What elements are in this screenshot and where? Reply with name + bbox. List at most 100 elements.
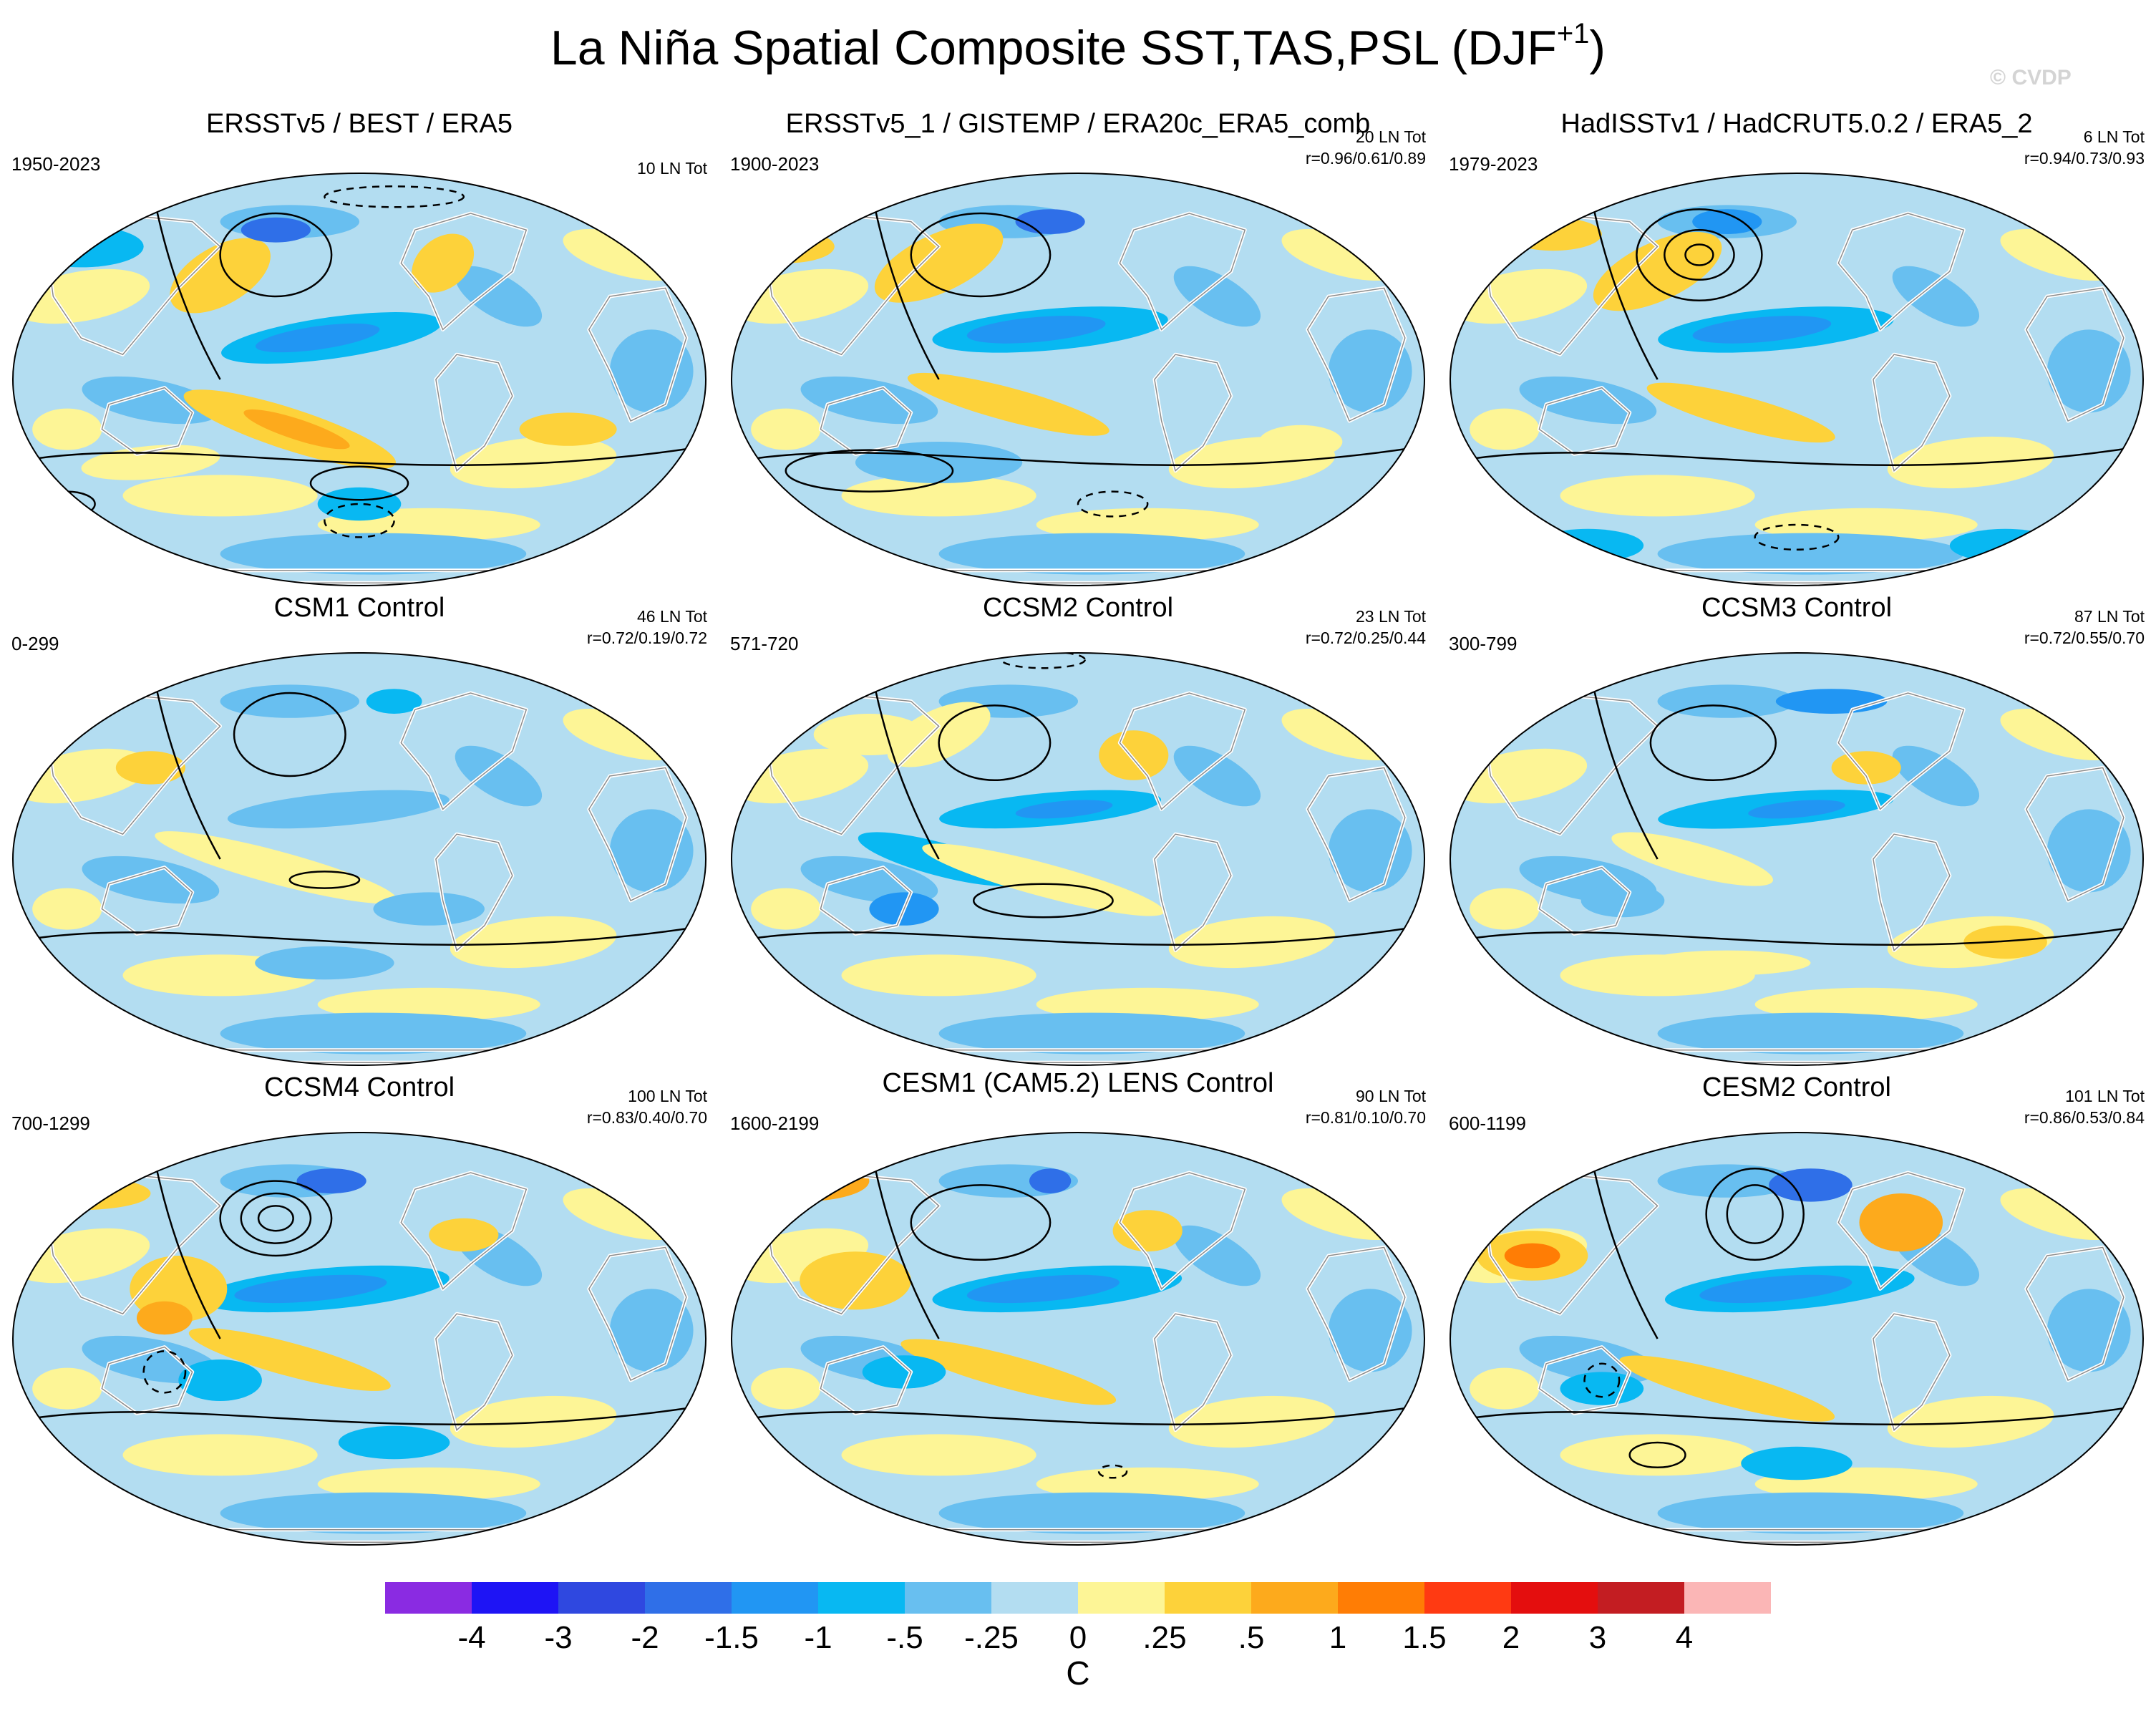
anomaly-region <box>1692 316 1832 344</box>
map-panel-hadisstv1-hadcrut5: HadISSTv1 / HadCRUT5.0.2 / ERA5_2 1979-2… <box>1437 107 2156 594</box>
anomaly-region <box>1657 1164 1797 1198</box>
panel-period: 0-299 <box>11 633 59 654</box>
anomaly-region <box>800 856 938 904</box>
map-border <box>731 1132 1425 1546</box>
coastline-inner <box>1154 354 1232 472</box>
robinson-map <box>11 651 707 1070</box>
panel-period: 1600-2199 <box>730 1113 820 1134</box>
anomaly-region <box>136 1301 193 1335</box>
anomaly-region <box>1741 1446 1852 1480</box>
colorbar-swatch <box>558 1582 646 1614</box>
anomaly-region <box>1699 1274 1852 1304</box>
cvdp-watermark: © CVDP <box>1990 66 2072 89</box>
psl-contour-negative <box>1583 1362 1621 1398</box>
anomaly-region <box>241 217 311 243</box>
coastline-inner <box>45 213 221 356</box>
psl-contour-negative <box>1097 1464 1128 1479</box>
anomaly-region <box>1519 376 1657 425</box>
anomaly-region <box>1646 382 1835 443</box>
anomaly-region <box>122 1434 318 1476</box>
colorbar-swatch <box>645 1582 732 1614</box>
psl-contour-positive <box>1705 1167 1805 1261</box>
map-border <box>1450 652 2144 1066</box>
coastline-inner <box>820 866 912 935</box>
colorbar-tick-label: 1.5 <box>1402 1620 1446 1654</box>
psl-contour-negative <box>324 503 395 538</box>
psl-contour-zonal <box>732 1404 1424 1425</box>
anomaly-region <box>115 751 185 785</box>
panel-event-count: 46 LN Tot <box>636 607 707 626</box>
psl-contour-zonal <box>13 1404 706 1425</box>
colorbar: -4 -3 -2 -1.5 -1 -.5 -.25 0 .25 .5 1 1.5 2 3 4 <box>385 1582 1771 1654</box>
coastline-inner <box>1482 692 1659 835</box>
map-panel-ccsm4-control: CCSM4 Control 700-1299 100 LN Tot r=0.83… <box>0 1067 719 1554</box>
psl-contour-positive <box>910 212 1052 298</box>
psl-contour-positive <box>309 465 409 501</box>
anomaly-region <box>841 1434 1036 1476</box>
psl-contour-zonal <box>1450 924 2143 946</box>
colorbar-swatch <box>1251 1582 1339 1614</box>
colorbar-swatch <box>1598 1582 1685 1614</box>
robinson-map <box>1449 651 2145 1070</box>
map-panel-csm1-control: CSM1 Control 0-299 46 LN Tot r=0.72/0.19… <box>0 587 719 1074</box>
anomaly-region <box>1258 425 1343 459</box>
colorbar-swatch <box>385 1582 472 1614</box>
anomaly-region <box>966 316 1106 344</box>
coastline-inner <box>1154 1313 1232 1431</box>
anomaly-region <box>455 266 543 327</box>
psl-contour-positive <box>1628 1441 1686 1469</box>
coastline-inner <box>1837 692 1965 810</box>
anomaly-region <box>1036 1467 1259 1501</box>
anomaly-region <box>455 745 543 807</box>
anomaly-region <box>450 1395 617 1448</box>
coastline-inner <box>1873 1313 1951 1431</box>
coastline-inner <box>45 692 221 835</box>
colorbar-swatch <box>1165 1582 1252 1614</box>
coastline-inner <box>400 692 528 810</box>
panel-title: CESM1 (CAM5.2) LENS Control <box>882 1068 1274 1098</box>
coastline-inner <box>1119 692 1246 810</box>
coastline-inner <box>764 1172 940 1315</box>
anomaly-region <box>220 1492 527 1534</box>
anomaly-region <box>1657 533 1964 575</box>
panel-title: CSM1 Control <box>273 593 445 623</box>
anomaly-region <box>1173 745 1261 807</box>
anomaly-region <box>296 1168 366 1193</box>
map-plot <box>731 173 1425 586</box>
colorbar-swatch <box>1078 1582 1165 1614</box>
anomaly-region <box>255 946 394 980</box>
anomaly-region <box>227 790 450 829</box>
anomaly-region <box>1168 1395 1336 1448</box>
colorbar-swatch <box>1684 1582 1771 1614</box>
anomaly-region <box>800 376 938 425</box>
psl-contour-positive <box>219 1180 333 1257</box>
anomaly-region <box>751 408 821 450</box>
colorbar-tick-label: 4 <box>1676 1620 1693 1654</box>
colorbar-swatch <box>818 1582 905 1614</box>
panel-title: CCSM3 Control <box>1701 593 1893 623</box>
anomaly-region <box>1580 883 1665 918</box>
anomaly-region <box>1470 408 1540 450</box>
psl-contour-zonal <box>13 924 706 946</box>
coastline-inner <box>588 767 687 902</box>
anomaly-region <box>609 809 694 893</box>
coastline-inner <box>1873 354 1951 472</box>
anomaly-region <box>82 376 220 425</box>
colorbar-tick-label: 2 <box>1502 1620 1520 1654</box>
anomaly-region <box>1099 730 1169 780</box>
map-panel-ersstv5-1-gistemp: ERSSTv5_1 / GISTEMP / ERA20c_ERA5_comb 1… <box>719 107 1437 594</box>
anomaly-region <box>1470 1367 1540 1410</box>
panel-period: 700-1299 <box>11 1113 90 1134</box>
psl-contour-positive <box>240 1192 312 1244</box>
panel-period: 600-1199 <box>1449 1113 1526 1134</box>
coastline-inner <box>2025 287 2125 422</box>
anomaly-region <box>900 1339 1117 1405</box>
anomaly-region <box>1887 1395 2054 1448</box>
anomaly-region <box>938 533 1245 575</box>
coastline-inner <box>400 1172 528 1290</box>
psl-contour-negative <box>1754 523 1840 551</box>
psl-contour-positive <box>1726 1184 1784 1244</box>
coastline-inner <box>1482 213 1659 356</box>
anomaly-region <box>907 372 1109 436</box>
anomaly-region <box>1015 209 1085 234</box>
